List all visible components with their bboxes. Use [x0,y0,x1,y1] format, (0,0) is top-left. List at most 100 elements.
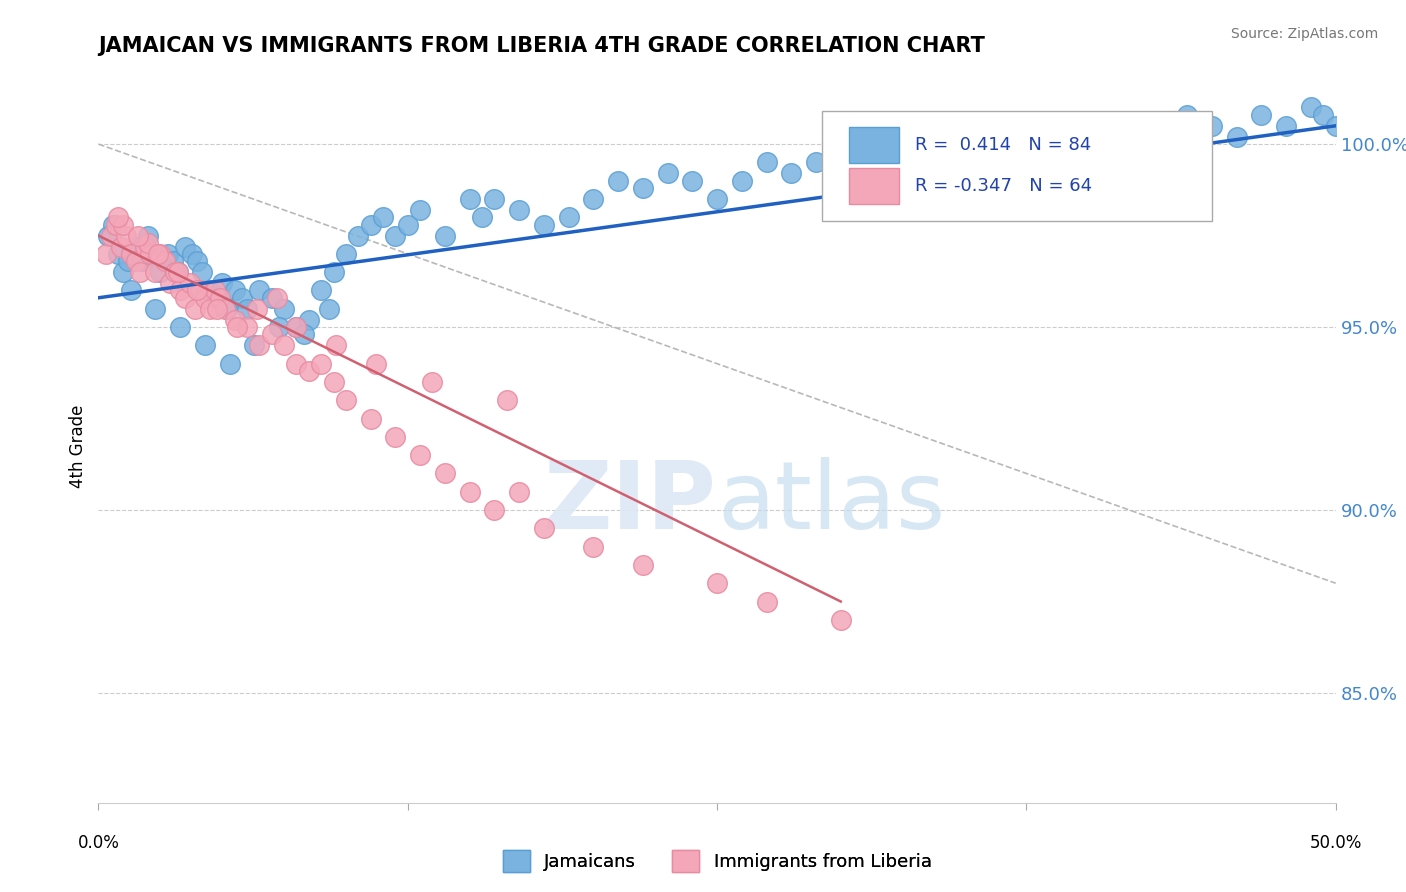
Legend: Jamaicans, Immigrants from Liberia: Jamaicans, Immigrants from Liberia [495,843,939,880]
Point [217,301,239,316]
Point [409,448,432,462]
FancyBboxPatch shape [849,127,898,162]
Point [285,357,308,371]
Point [112,265,135,279]
Point [97,228,120,243]
Point [179,276,201,290]
Point [236,301,259,316]
Point [247,338,270,352]
Point [471,211,494,225]
Point [657,166,679,180]
Point [166,265,188,279]
Point [260,327,283,342]
Point [231,291,253,305]
Point [484,192,506,206]
Point [205,291,228,305]
Point [298,312,321,326]
Point [755,155,778,169]
Point [120,284,142,298]
Point [162,254,184,268]
Text: 50.0%: 50.0% [1309,834,1362,852]
Point [143,301,166,316]
Point [104,218,127,232]
Point [1226,129,1249,144]
Point [174,291,197,305]
Point [458,192,481,206]
Point [631,558,654,572]
Point [100,228,122,243]
Point [285,320,308,334]
Point [273,338,295,352]
Point [396,218,419,232]
Point [186,284,208,298]
Text: 0.0%: 0.0% [77,834,120,852]
Point [139,247,162,261]
Point [384,430,406,444]
Point [347,228,370,243]
Point [681,174,703,188]
Point [149,265,172,279]
Point [226,320,249,334]
Point [1250,108,1272,122]
Point [309,284,332,298]
Point [904,145,927,159]
Point [384,228,406,243]
Point [110,239,132,253]
Point [132,254,155,268]
Point [322,265,344,279]
Point [1275,119,1298,133]
Point [1077,119,1099,133]
Point [422,375,444,389]
Point [166,265,188,279]
Point [142,247,165,261]
Point [169,284,191,298]
Point [953,137,976,152]
Point [309,357,332,371]
Point [267,320,290,334]
Point [136,235,159,250]
Point [484,503,506,517]
Point [631,181,654,195]
Point [211,276,233,290]
Point [1312,108,1334,122]
Point [1175,108,1198,122]
Point [292,327,315,342]
Point [165,265,187,279]
Point [879,137,901,152]
Point [112,218,135,232]
Point [1102,137,1125,152]
Point [236,320,259,334]
Point [1028,129,1050,144]
Point [198,284,221,298]
Text: JAMAICAN VS IMMIGRANTS FROM LIBERIA 4TH GRADE CORRELATION CHART: JAMAICAN VS IMMIGRANTS FROM LIBERIA 4TH … [98,36,986,55]
Point [495,393,517,408]
Point [582,540,605,554]
FancyBboxPatch shape [823,111,1212,221]
Text: R = -0.347   N = 64: R = -0.347 N = 64 [915,178,1092,195]
Point [1324,119,1347,133]
Point [191,265,214,279]
Point [107,211,129,225]
Point [755,594,778,608]
Point [174,239,197,253]
Y-axis label: 4th Grade: 4th Grade [69,404,87,488]
Point [508,202,530,217]
Point [224,312,246,326]
Point [114,228,136,243]
Point [143,265,166,279]
Point [198,301,221,316]
Point [1002,145,1025,159]
Point [224,284,246,298]
Point [103,218,125,232]
Point [1126,119,1149,133]
Point [830,174,852,188]
Point [127,228,149,243]
Point [979,119,1001,133]
Point [371,211,394,225]
Point [194,338,217,352]
Point [285,320,308,334]
Point [107,247,129,261]
Point [194,291,217,305]
Point [557,211,579,225]
Point [159,276,181,290]
